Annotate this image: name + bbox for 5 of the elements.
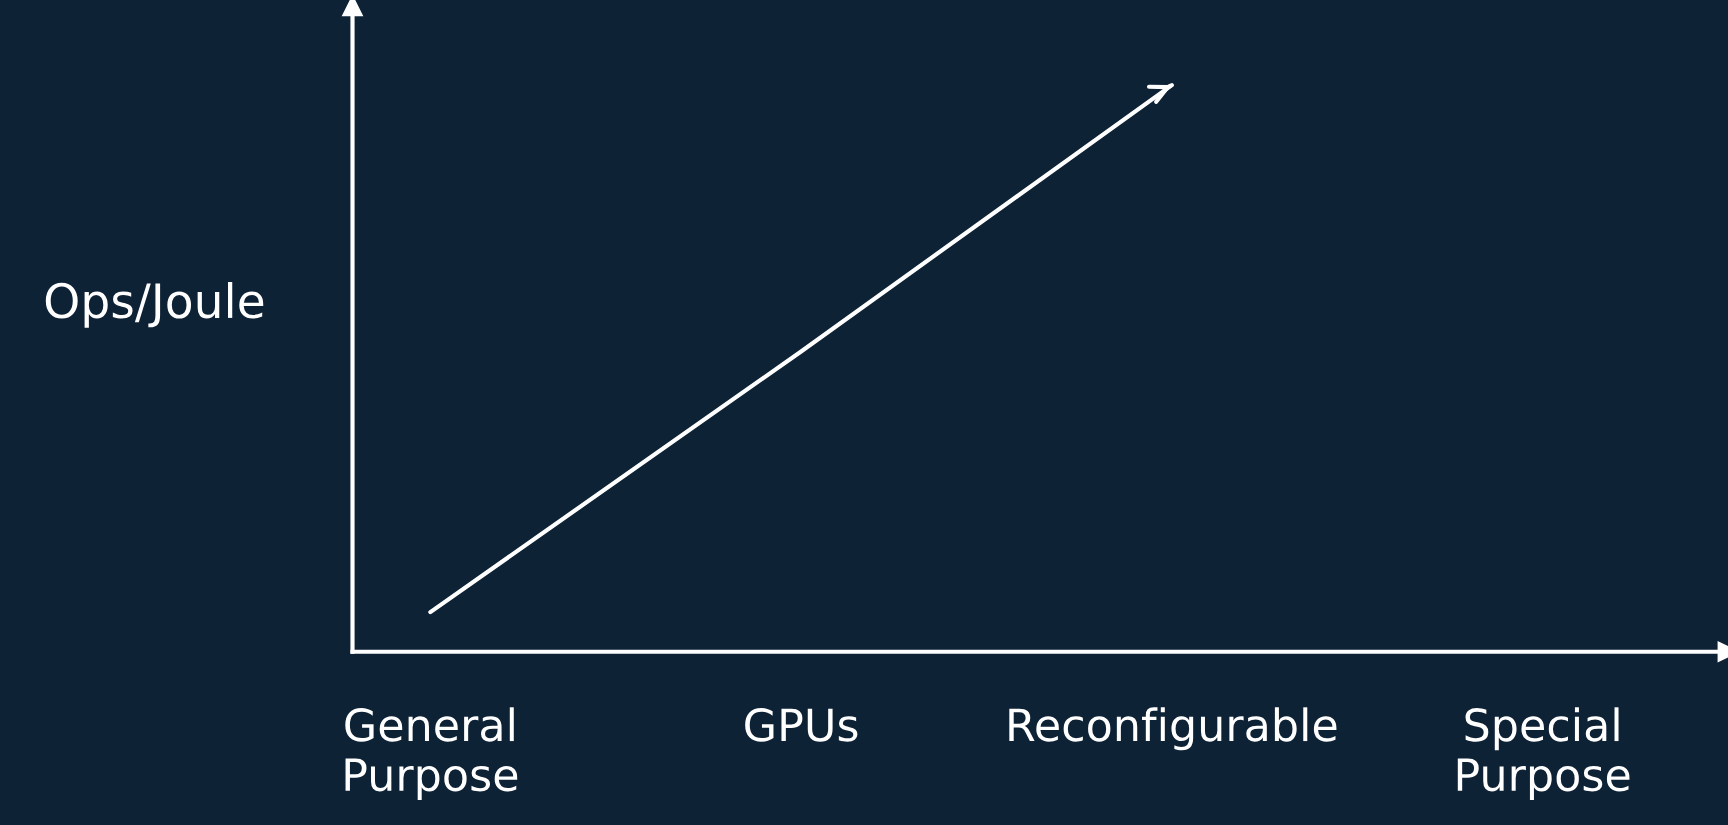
x-tick-label: General Purpose <box>345 707 518 801</box>
x-tick-label: GPUs <box>745 708 858 742</box>
x-tick-label: Reconfigurable <box>1009 707 1337 751</box>
x-tick-label: Special Purpose <box>1457 707 1630 801</box>
y-axis-title: Ops/Joule <box>45 282 264 328</box>
